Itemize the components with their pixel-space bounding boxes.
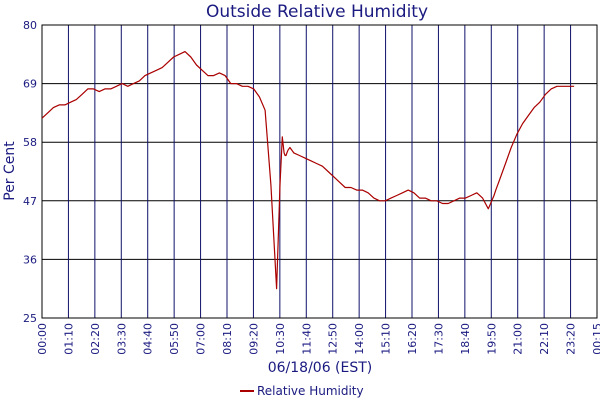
x-tick-label: 07:00 [195, 323, 208, 355]
y-tick-label: 25 [23, 312, 37, 325]
x-tick-label: 15:10 [380, 323, 393, 355]
y-tick-label: 36 [23, 253, 37, 266]
series-line-0 [41, 50, 575, 290]
x-tick-label: 22:10 [538, 323, 551, 355]
x-tick-label: 21:00 [512, 323, 525, 355]
x-tick-label: 16:20 [406, 323, 419, 355]
x-tick-label: 04:40 [142, 323, 155, 355]
y-tick-labels: 25 36 47 58 69 80 [23, 19, 37, 325]
x-tick-label: 11:40 [300, 323, 313, 355]
legend-label: Relative Humidity [257, 384, 364, 398]
x-tick-label: 23:20 [565, 323, 578, 355]
x-tick-label: 02:20 [89, 323, 102, 355]
x-tick-label: 14:00 [353, 323, 366, 355]
x-tick-label: 19:50 [485, 323, 498, 355]
y-tick-label: 47 [23, 195, 37, 208]
x-tick-label: 17:30 [432, 323, 445, 355]
y-axis-label: Per Cent [2, 141, 18, 201]
series-layer [41, 50, 575, 290]
grid-lines [41, 24, 598, 319]
x-tick-label: 01:10 [62, 323, 75, 355]
plot-frame [41, 24, 598, 319]
chart-title: Outside Relative Humidity [206, 2, 428, 22]
y-tick-label: 69 [23, 78, 37, 91]
x-axis-label: 06/18/06 (EST) [268, 360, 373, 376]
x-tick-label: 12:50 [327, 323, 340, 355]
x-tick-label: 09:20 [247, 323, 260, 355]
legend: Relative Humidity [240, 384, 364, 398]
x-tick-label: 08:10 [221, 323, 234, 355]
x-tick-label: 00:15 [591, 323, 600, 355]
x-tick-label: 18:40 [459, 323, 472, 355]
x-tick-label: 03:30 [115, 323, 128, 355]
x-tick-label: 10:30 [274, 323, 287, 355]
x-tick-labels: 00:00 01:10 02:20 03:30 04:40 05:50 07:00 08:10… [36, 323, 600, 355]
y-tick-label: 80 [23, 19, 37, 32]
x-tick-label: 05:50 [168, 323, 181, 355]
y-tick-label: 58 [23, 136, 37, 149]
x-tick-label: 00:00 [36, 323, 49, 355]
